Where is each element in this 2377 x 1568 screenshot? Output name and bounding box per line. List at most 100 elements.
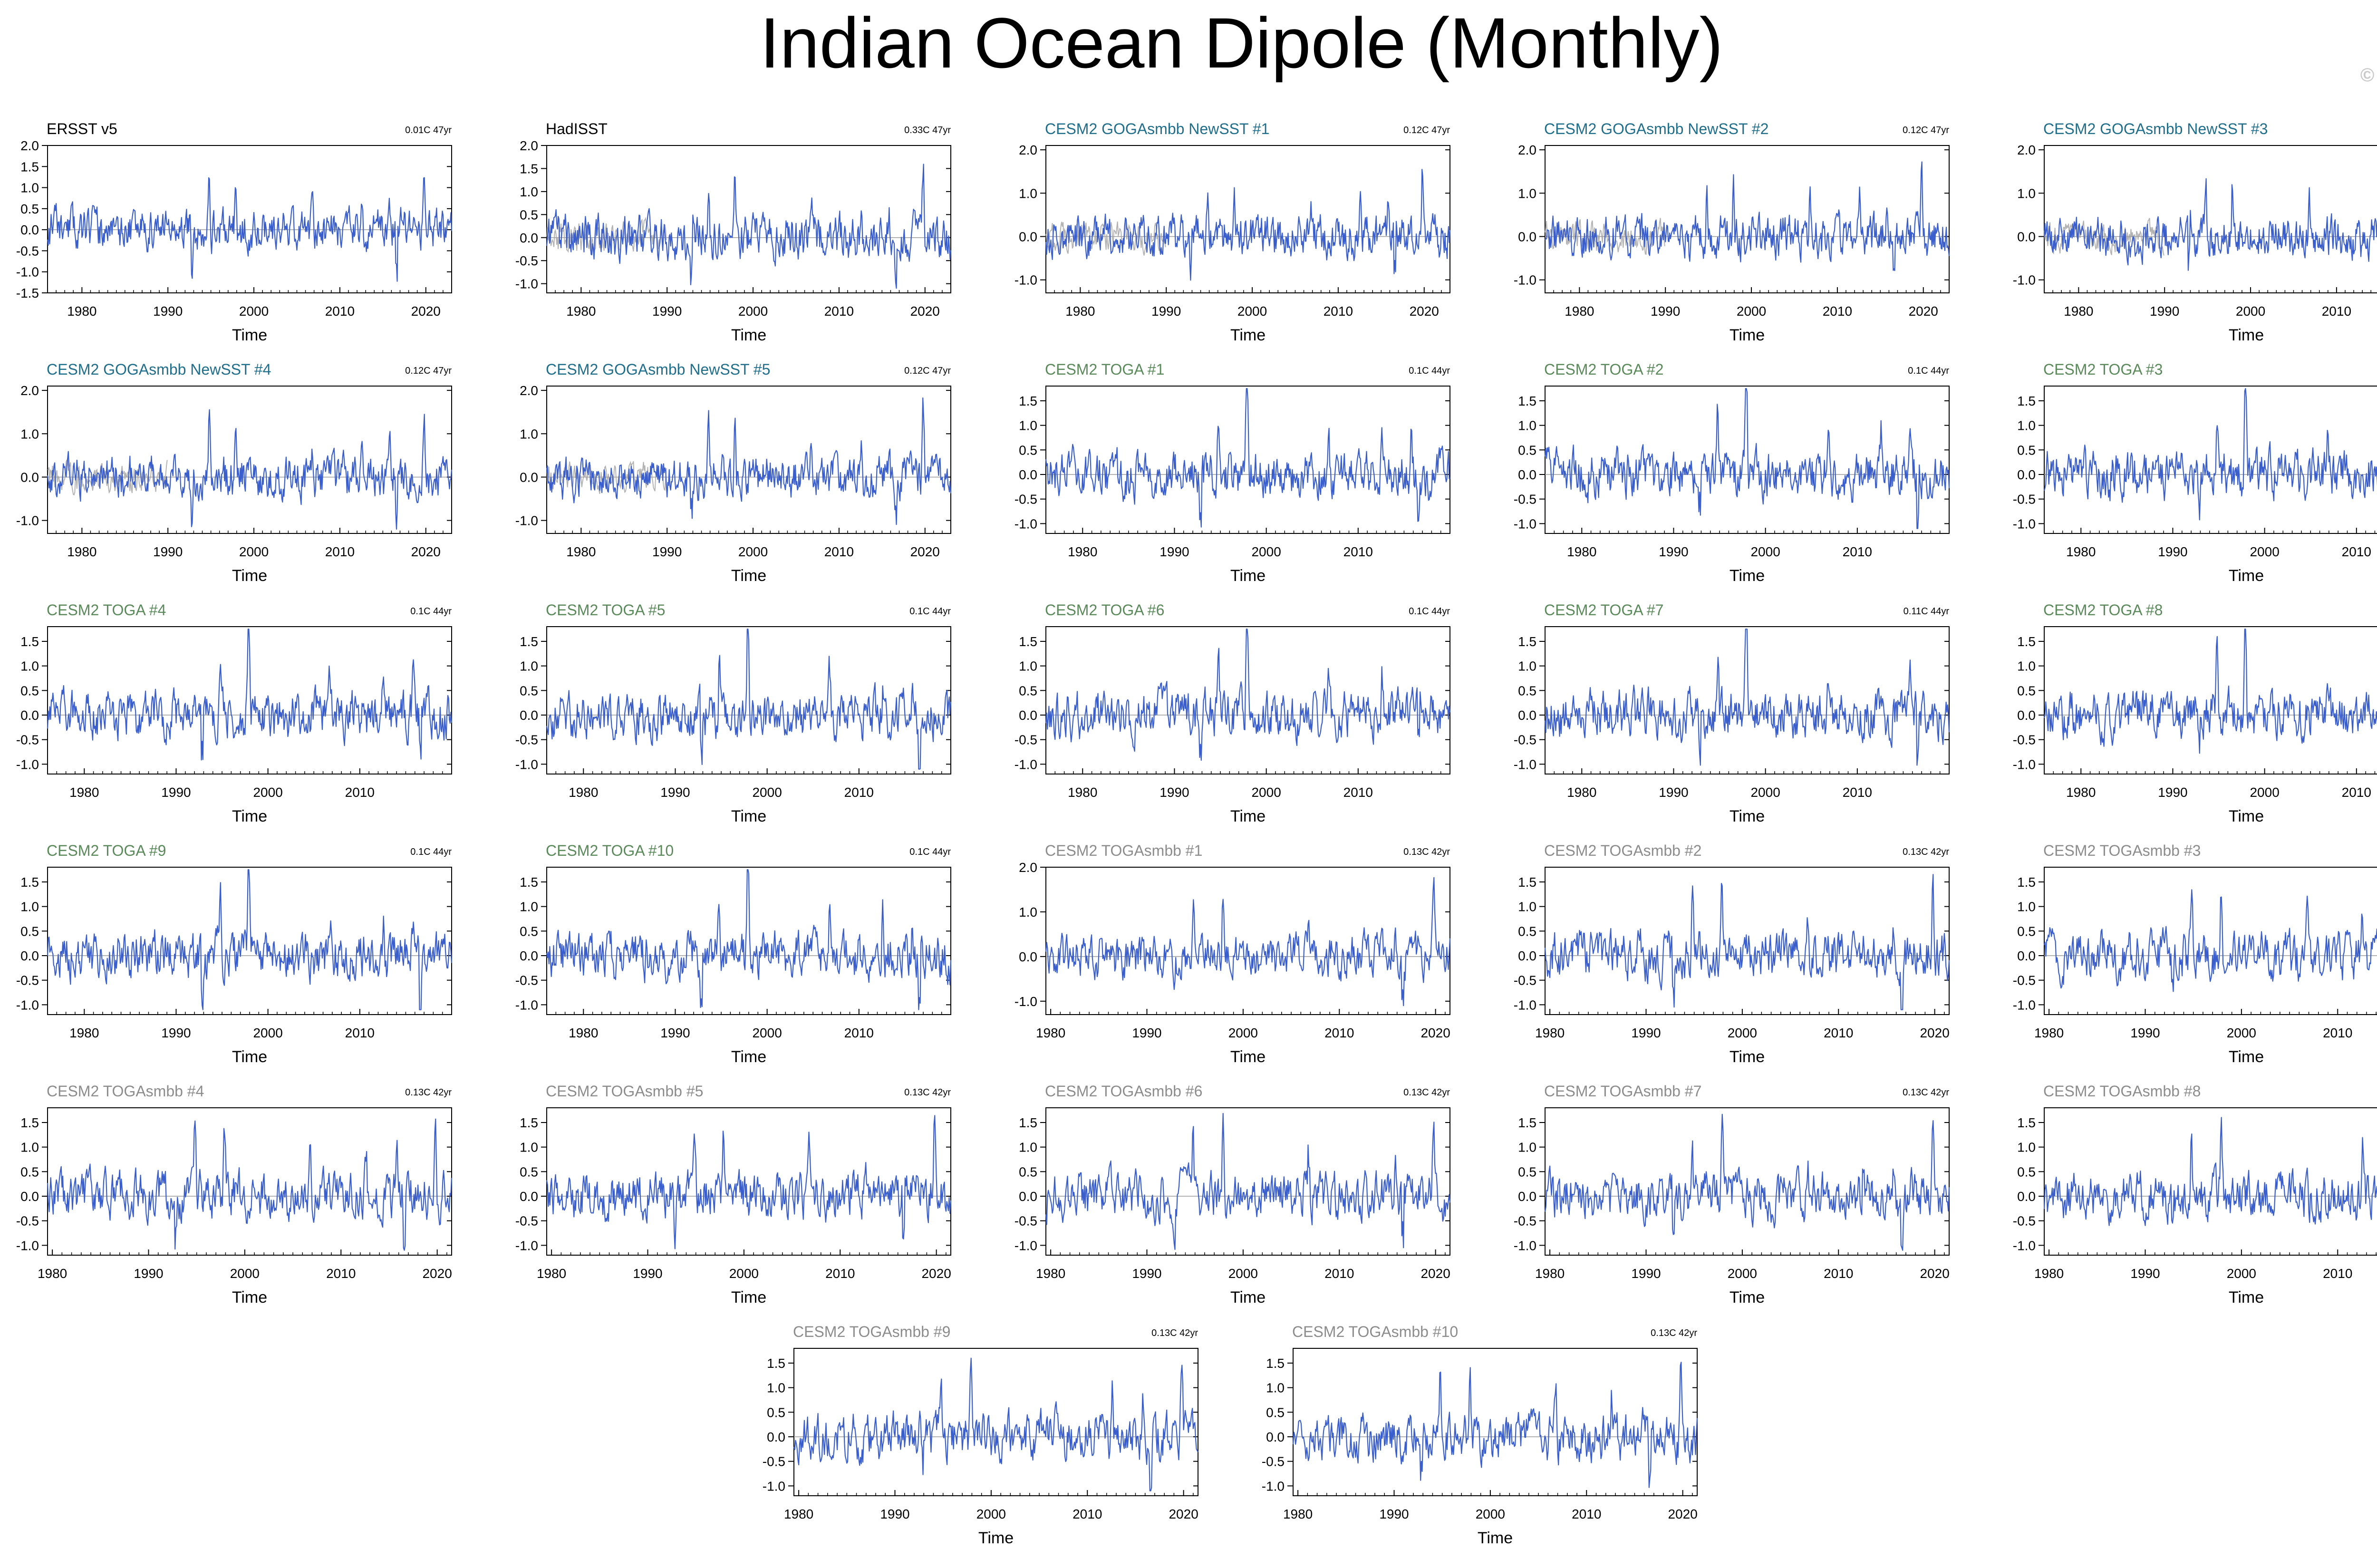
- y-tick-label: 0.5: [20, 683, 39, 698]
- y-tick-label: -0.5: [16, 243, 39, 258]
- x-tick-label: 1980: [69, 785, 99, 800]
- x-tick-label: 2020: [1920, 1026, 1949, 1040]
- y-tick-label: 0.5: [1266, 1405, 1285, 1420]
- y-tick-label: 1.5: [1019, 1115, 1037, 1130]
- plot-frame: [793, 1348, 1198, 1496]
- y-tick-label: -1.0: [1015, 994, 1037, 1009]
- y-tick-label: 0.0: [520, 231, 538, 245]
- y-tick-label: 0.0: [1019, 229, 1037, 244]
- y-tick-label: -1.0: [2013, 516, 2036, 531]
- x-tick-label: 1990: [1659, 544, 1688, 559]
- iod-series-line: [2043, 629, 2377, 754]
- plot-frame: [1545, 1107, 1950, 1256]
- y-tick-label: 0.0: [1019, 467, 1037, 482]
- y-tick-label: 1.0: [1019, 418, 1037, 433]
- panel-title: CESM2 TOGA #2: [1544, 361, 1663, 378]
- panel-title: CESM2 TOGA #5: [546, 601, 665, 619]
- y-tick-label: 1.0: [1266, 1381, 1285, 1395]
- iod-series-line: [546, 869, 952, 1010]
- y-tick-label: 0.0: [2017, 949, 2036, 963]
- y-tick-label: 0.0: [2017, 708, 2036, 723]
- x-axis-label: Time: [2229, 567, 2264, 585]
- x-tick-label: 1980: [2066, 544, 2096, 559]
- y-tick-label: 1.0: [2017, 186, 2036, 201]
- x-tick-label: 2020: [1169, 1507, 1198, 1521]
- x-axis-label: Time: [232, 1048, 267, 1066]
- y-tick-label: 1.5: [2017, 394, 2036, 408]
- panel-title: CESM2 TOGA #7: [1544, 601, 1663, 619]
- x-tick-label: 1980: [1567, 544, 1596, 559]
- y-tick-label: 1.5: [1518, 1115, 1536, 1130]
- y-tick-label: 1.0: [520, 184, 538, 199]
- panel-title: CESM2 TOGAsmbb #3: [2043, 842, 2201, 859]
- y-tick-label: -0.5: [1514, 733, 1536, 747]
- x-axis-label: Time: [1730, 807, 1765, 825]
- y-tick-label: 0.0: [520, 470, 538, 484]
- x-tick-label: 1990: [1160, 785, 1189, 800]
- x-tick-label: 2010: [1823, 304, 1852, 319]
- y-tick-label: 1.5: [1518, 875, 1536, 890]
- y-tick-label: 1.5: [20, 159, 39, 174]
- y-tick-label: 1.0: [1518, 418, 1536, 433]
- x-tick-label: 1980: [2034, 1026, 2064, 1040]
- x-tick-label: 2000: [2250, 544, 2279, 559]
- ts-panel-6: CESM2 GOGAsmbb NewSST #4 0.12C 47yr -1.0 0.…: [16, 361, 453, 585]
- panel-trend: 0.1C 44yr: [410, 606, 452, 617]
- y-tick-label: 0.5: [1019, 683, 1037, 698]
- panel-title: CESM2 GOGAsmbb NewSST #3: [2043, 120, 2268, 137]
- y-tick-label: 1.0: [2017, 659, 2036, 674]
- y-tick-label: 1.0: [1518, 186, 1536, 201]
- iod-series-line: [47, 177, 453, 282]
- x-tick-label: 2020: [921, 1266, 951, 1281]
- x-tick-label: 1990: [1160, 544, 1189, 559]
- x-axis-label: Time: [1230, 807, 1266, 825]
- iod-series-line: [1544, 388, 1950, 529]
- y-tick-label: 0.0: [520, 1189, 538, 1204]
- ts-panel-17: CESM2 TOGA #10 0.1C 44yr -1.0 -0.5 0.0 0.5 1.0…: [515, 842, 952, 1066]
- y-tick-label: -1.0: [2013, 1238, 2036, 1253]
- y-tick-label: -0.5: [2013, 733, 2036, 747]
- y-tick-label: 1.5: [520, 875, 538, 890]
- iod-series-line: [546, 629, 952, 770]
- y-tick-label: -0.5: [515, 253, 538, 268]
- y-tick-label: -1.0: [1514, 1238, 1536, 1253]
- x-tick-label: 1980: [566, 304, 596, 319]
- x-tick-label: 1990: [652, 544, 682, 559]
- y-tick-label: -0.5: [1015, 492, 1037, 507]
- x-tick-label: 2020: [1668, 1507, 1697, 1521]
- y-tick-label: -0.5: [1514, 1214, 1536, 1229]
- iod-series-line: [2043, 889, 2377, 992]
- iod-series-line: [1045, 1113, 1451, 1250]
- panel-trend: 0.1C 44yr: [1409, 606, 1450, 617]
- panel-trend: 0.33C 47yr: [904, 125, 951, 136]
- y-tick-label: 0.5: [2017, 1164, 2036, 1179]
- x-tick-label: 2010: [1324, 304, 1353, 319]
- y-tick-label: 1.0: [20, 659, 39, 674]
- x-axis-label: Time: [731, 1288, 766, 1307]
- x-axis-label: Time: [1730, 1048, 1765, 1066]
- iod-series-line: [2043, 388, 2377, 521]
- panel-trend: 0.1C 44yr: [410, 847, 452, 857]
- x-tick-label: 1990: [1151, 304, 1181, 319]
- x-tick-label: 1990: [2158, 785, 2187, 800]
- x-tick-label: 1990: [633, 1266, 662, 1281]
- x-tick-label: 2000: [738, 544, 768, 559]
- y-tick-label: 0.0: [1019, 708, 1037, 723]
- panel-title: CESM2 GOGAsmbb NewSST #2: [1544, 120, 1768, 137]
- x-tick-label: 1990: [1132, 1026, 1161, 1040]
- ts-panel-24: CESM2 TOGAsmbb #7 0.13C 42yr -1.0 -0.5 0.0 0.…: [1514, 1083, 1950, 1307]
- x-tick-label: 2020: [1410, 304, 1439, 319]
- y-tick-label: 0.5: [2017, 443, 2036, 457]
- page-title: Indian Ocean Dipole (Monthly): [760, 3, 1723, 83]
- x-tick-label: 2020: [422, 1266, 452, 1281]
- panel-title: HadISST: [546, 120, 608, 137]
- ts-panel-13: CESM2 TOGA #6 0.1C 44yr -1.0 -0.5 0.0 0.5 1.0 1…: [1015, 601, 1451, 825]
- x-tick-label: 1980: [38, 1266, 67, 1281]
- iod-series-line: [546, 1115, 952, 1249]
- x-tick-label: 2000: [253, 785, 282, 800]
- y-tick-label: 0.0: [1266, 1430, 1285, 1444]
- panel-title: CESM2 GOGAsmbb NewSST #5: [546, 361, 770, 378]
- x-axis-label: Time: [232, 567, 267, 585]
- y-tick-label: 0.5: [2017, 924, 2036, 939]
